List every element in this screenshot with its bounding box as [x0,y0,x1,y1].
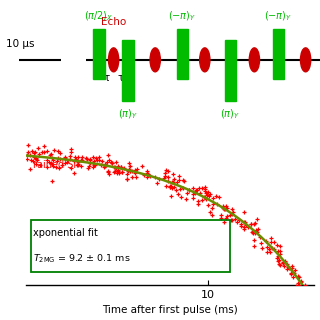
Text: $(-\pi)_Y$: $(-\pi)_Y$ [264,9,292,23]
Bar [273,29,284,79]
Bar [93,29,105,79]
Text: Echo: Echo [101,17,126,27]
Text: $(\pi)_Y$: $(\pi)_Y$ [118,108,138,121]
Bar [122,40,134,101]
Text: τ: τ [103,73,109,83]
Text: $(\pi)_Y$: $(\pi)_Y$ [220,108,240,121]
X-axis label: Time after first pulse (ms): Time after first pulse (ms) [102,305,237,315]
Bar [177,29,188,79]
Text: xponential fit: xponential fit [33,228,98,238]
Ellipse shape [108,48,119,72]
Text: rained Si: rained Si [33,160,76,170]
Ellipse shape [249,48,260,72]
Ellipse shape [200,48,210,72]
Text: 10 μs: 10 μs [6,38,35,49]
Text: τ: τ [118,73,124,83]
Ellipse shape [150,48,160,72]
Bar [225,40,236,101]
Text: $(\pi/2)_X$: $(\pi/2)_X$ [84,9,114,23]
Text: $(-\pi)_Y$: $(-\pi)_Y$ [168,9,196,23]
Ellipse shape [300,48,311,72]
Text: $T_{\rm 2MG}$ = 9.2 $\pm$ 0.1 ms: $T_{\rm 2MG}$ = 9.2 $\pm$ 0.1 ms [33,253,131,265]
